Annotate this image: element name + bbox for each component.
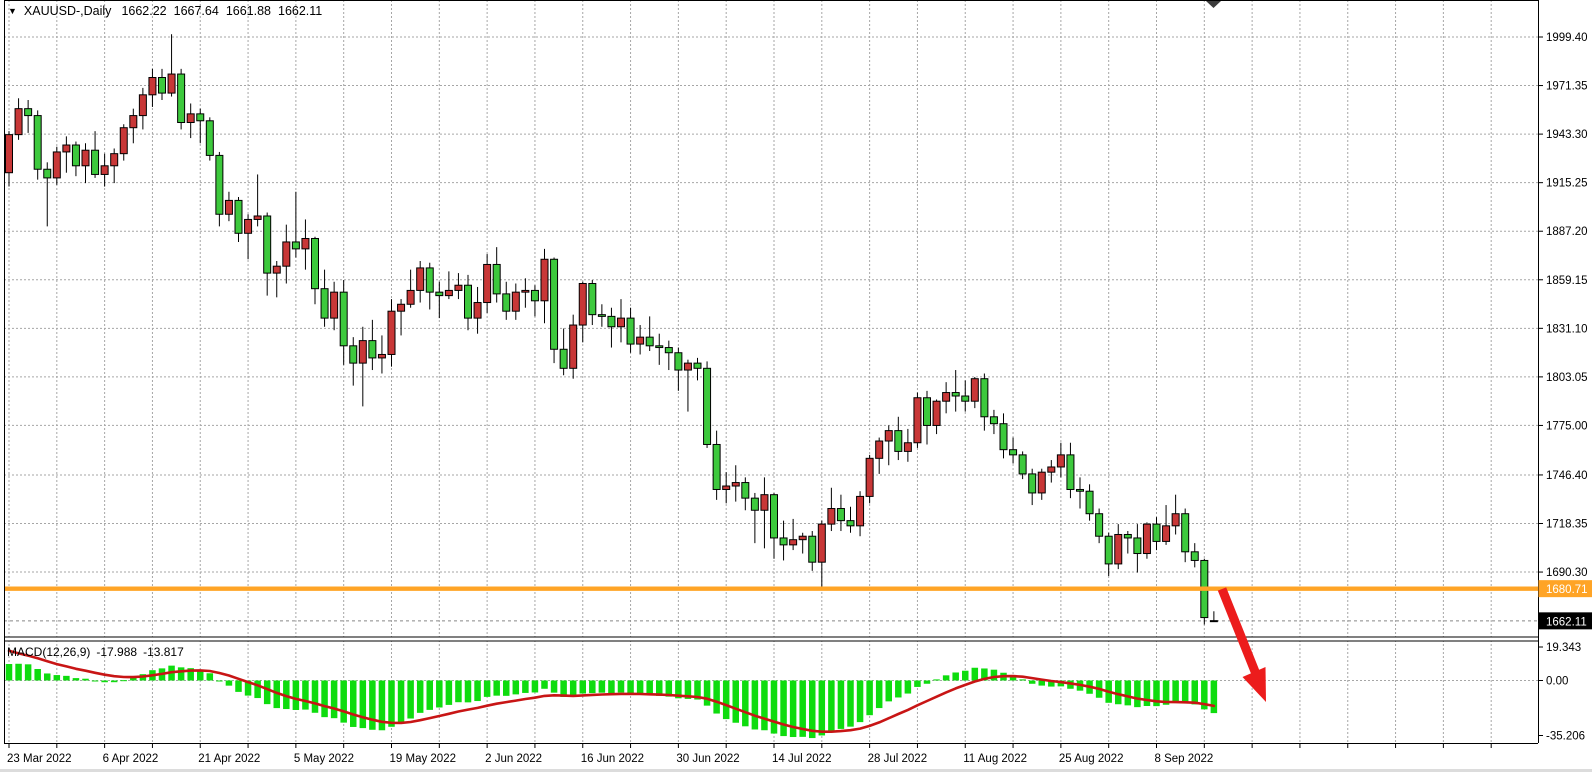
svg-text:1662.11: 1662.11: [1546, 616, 1587, 628]
svg-text:16 Jun 2022: 16 Jun 2022: [581, 753, 644, 765]
svg-text:30 Jun 2022: 30 Jun 2022: [676, 753, 739, 765]
svg-text:1746.40: 1746.40: [1546, 470, 1588, 482]
svg-text:28 Jul 2022: 28 Jul 2022: [868, 753, 927, 765]
ohlc-high: 1667.64: [173, 4, 219, 18]
macd-main-value: -17.988: [96, 645, 138, 659]
svg-text:25 Aug 2022: 25 Aug 2022: [1059, 753, 1124, 765]
macd-signal-value: -13.817: [143, 645, 184, 659]
svg-text:1999.40: 1999.40: [1546, 32, 1588, 44]
symbol-period-label: XAUUSD-,Daily: [23, 4, 112, 18]
svg-text:0.00: 0.00: [1546, 676, 1568, 688]
svg-text:1775.00: 1775.00: [1546, 420, 1588, 432]
macd-signal-line: [7, 649, 1216, 733]
svg-text:21 Apr 2022: 21 Apr 2022: [198, 753, 260, 765]
down-arrow-annotation[interactable]: [1217, 587, 1266, 702]
ohlc-close: 1662.11: [278, 4, 323, 18]
macd-scale[interactable]: 19.343 0.00 -35.206: [1538, 642, 1585, 743]
svg-text:1859.15: 1859.15: [1546, 275, 1588, 287]
macd-indicator-label: MACD(12,26,9) -17.988 -13.817: [7, 645, 190, 659]
ohlc-open: 1662.22: [121, 4, 167, 18]
candles-layer: [5, 34, 1218, 625]
svg-text:1831.10: 1831.10: [1546, 323, 1588, 335]
svg-text:19.343: 19.343: [1546, 642, 1581, 654]
svg-text:1943.30: 1943.30: [1546, 129, 1588, 141]
svg-text:11 Aug 2022: 11 Aug 2022: [963, 753, 1027, 765]
chart-title: ▼ XAUUSD-,Daily 1662.22 1667.64 1661.88 …: [8, 4, 329, 18]
svg-text:6 Apr 2022: 6 Apr 2022: [103, 753, 159, 765]
svg-text:14 Jul 2022: 14 Jul 2022: [772, 753, 831, 765]
svg-text:23 Mar 2022: 23 Mar 2022: [7, 753, 72, 765]
chart-shift-marker-icon[interactable]: [1206, 1, 1221, 8]
svg-text:-35.206: -35.206: [1546, 731, 1585, 743]
svg-text:1690.30: 1690.30: [1546, 567, 1588, 579]
price-axis[interactable]: 1999.40 1971.35 1943.30 1915.25 1887.20 1859.…: [1538, 32, 1588, 579]
svg-text:1915.25: 1915.25: [1546, 178, 1588, 190]
svg-text:1680.71: 1680.71: [1546, 584, 1588, 596]
svg-text:2 Jun 2022: 2 Jun 2022: [485, 753, 542, 765]
svg-text:1971.35: 1971.35: [1546, 81, 1588, 93]
svg-text:1803.05: 1803.05: [1546, 372, 1588, 384]
current-price-badge: 1662.11: [1538, 612, 1592, 630]
support-price-badge: 1680.71: [1538, 580, 1592, 598]
svg-text:1887.20: 1887.20: [1546, 226, 1588, 238]
macd-name: MACD(12,26,9): [7, 645, 91, 659]
svg-text:8 Sep 2022: 8 Sep 2022: [1155, 753, 1214, 765]
svg-text:1718.35: 1718.35: [1546, 518, 1588, 530]
svg-text:19 May 2022: 19 May 2022: [390, 753, 457, 765]
symbol-dropdown-icon[interactable]: ▼: [8, 6, 17, 16]
time-axis[interactable]: 23 Mar 2022 6 Apr 2022 21 Apr 2022 5 May 20…: [7, 744, 1492, 765]
macd-layer: [5, 649, 1218, 739]
svg-text:5 May 2022: 5 May 2022: [294, 753, 354, 765]
ohlc-low: 1661.88: [225, 4, 271, 18]
